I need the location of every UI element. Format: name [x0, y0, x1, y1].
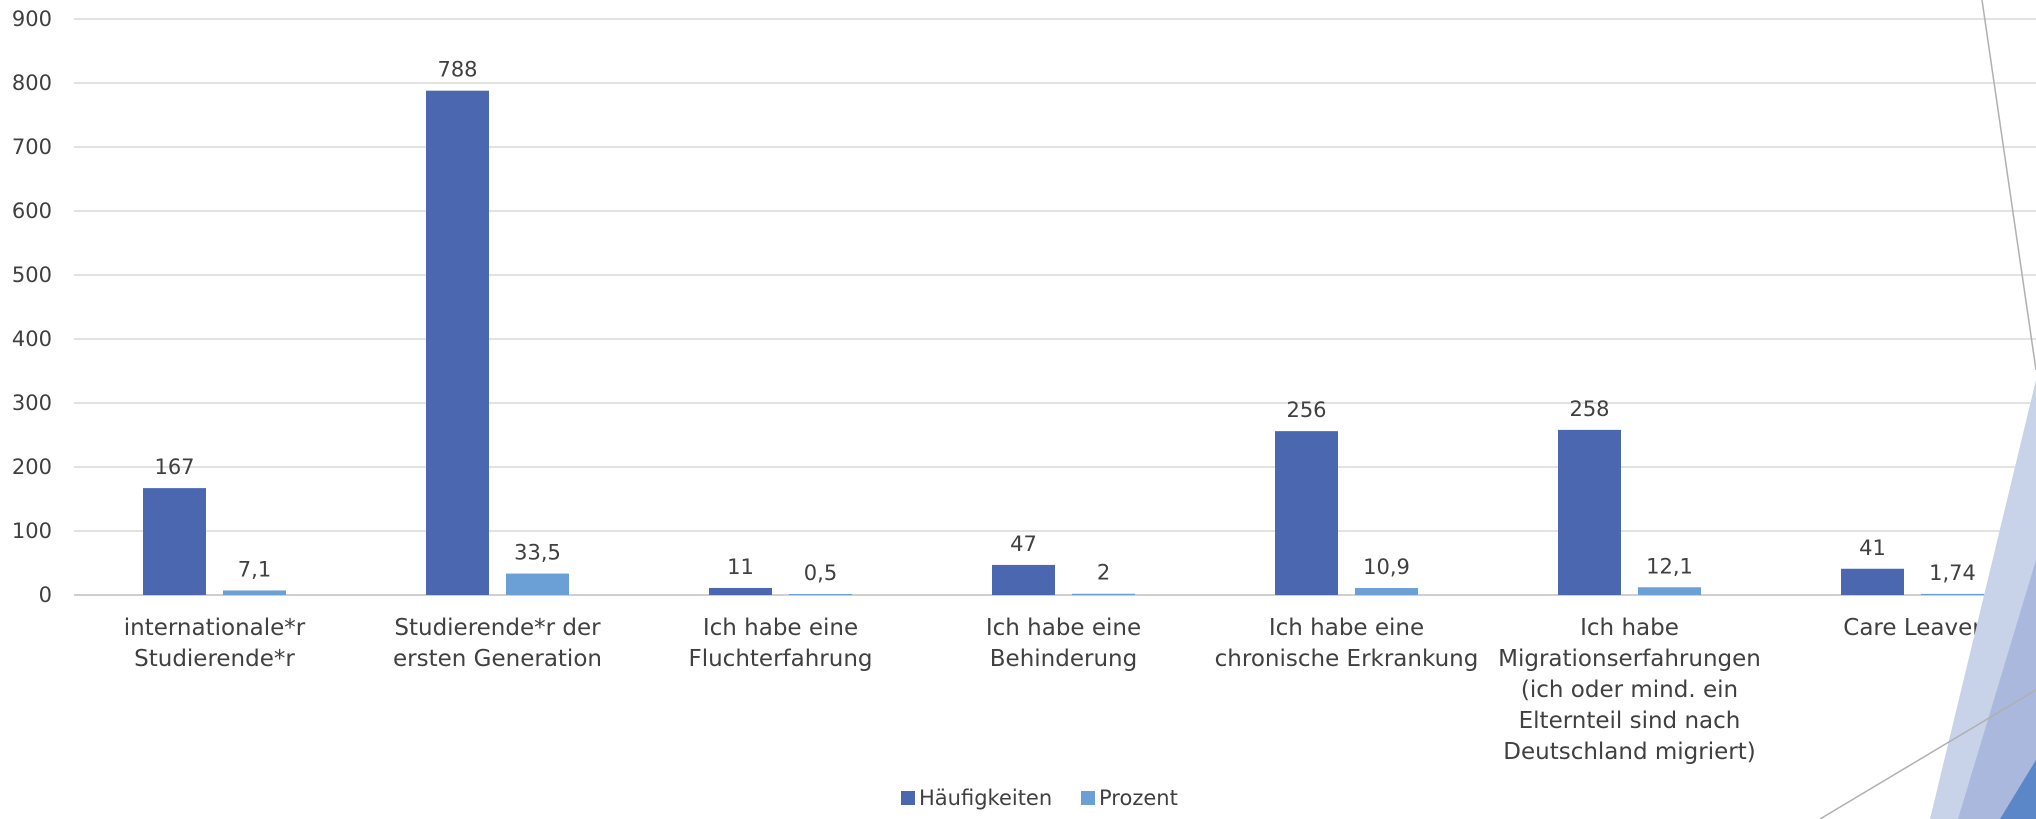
bar-prozent — [1921, 593, 1984, 595]
category-label: Ich habe eine — [1269, 615, 1424, 641]
y-tick-label: 200 — [12, 455, 52, 479]
slide-decoration — [1819, 0, 2036, 819]
bar-haeufigkeiten — [1275, 431, 1338, 595]
bar-prozent — [223, 590, 286, 595]
decor-line — [1981, 0, 2036, 371]
bar-haeufigkeiten — [426, 90, 489, 596]
bar-prozent — [1638, 587, 1701, 595]
data-label: 7,1 — [238, 557, 271, 581]
category-label: Ich habe eine — [703, 615, 858, 641]
bar-prozent — [1072, 593, 1135, 595]
decor-triangle-mid — [1958, 560, 2036, 819]
category-label: chronische Erkrankung — [1215, 646, 1479, 672]
category-label: Elternteil sind nach — [1519, 708, 1741, 734]
decor-triangle-dark — [2000, 760, 2036, 819]
category-label: Behinderung — [990, 646, 1137, 672]
y-tick-label: 0 — [39, 583, 52, 607]
category-label: Deutschland migriert) — [1503, 739, 1755, 765]
data-label: 47 — [1010, 532, 1037, 556]
data-label: 788 — [437, 58, 477, 82]
y-tick-label: 900 — [12, 7, 52, 31]
y-tick-label: 400 — [12, 327, 52, 351]
y-tick-label: 300 — [12, 391, 52, 415]
y-tick-label: 600 — [12, 199, 52, 223]
y-tick-label: 800 — [12, 71, 52, 95]
data-label: 2 — [1097, 561, 1110, 585]
y-axis: 0 100 200 300 400 500 600 700 800 900 — [12, 7, 52, 607]
legend-swatch — [1081, 791, 1095, 805]
data-label: 167 — [154, 455, 194, 479]
decor-line — [1819, 689, 2036, 819]
data-label: 0,5 — [804, 561, 837, 585]
data-label: 33,5 — [514, 541, 561, 565]
data-label: 258 — [1569, 397, 1609, 421]
category-label: Fluchterfahrung — [688, 646, 872, 672]
legend-label: Häufigkeiten — [919, 786, 1052, 810]
x-axis: internationale*r Studierende*r Studierende… — [124, 615, 1983, 765]
data-label: 1,74 — [1929, 561, 1976, 585]
category-label: Migrationserfahrungen — [1498, 646, 1761, 672]
legend: Häufigkeiten Prozent — [901, 786, 1178, 810]
gridlines — [74, 18, 2036, 596]
data-label: 41 — [1859, 536, 1886, 560]
y-tick-label: 100 — [12, 519, 52, 543]
category-label: Studierende*r — [134, 646, 295, 672]
legend-label: Prozent — [1099, 786, 1178, 810]
category-label: Ich habe — [1580, 615, 1679, 641]
category-label: ersten Generation — [393, 646, 602, 672]
bar-haeufigkeiten — [709, 587, 772, 595]
y-tick-label: 700 — [12, 135, 52, 159]
data-label: 256 — [1286, 398, 1326, 422]
bar-haeufigkeiten — [992, 564, 1055, 595]
data-label: 10,9 — [1363, 555, 1410, 579]
bars: 167 7,1 788 33,5 11 0,5 47 2 256 10,9 258 12,1 41 1,7… — [143, 58, 1984, 596]
category-label: Care Leaver — [1843, 615, 1982, 641]
bar-haeufigkeiten — [1841, 568, 1904, 595]
category-label: Ich habe eine — [986, 615, 1141, 641]
bar-haeufigkeiten — [143, 488, 206, 595]
category-label: internationale*r — [124, 615, 306, 641]
data-label: 11 — [727, 555, 754, 579]
legend-swatch — [901, 791, 915, 805]
y-tick-label: 500 — [12, 263, 52, 287]
category-label: Studierende*r der — [394, 615, 601, 641]
bar-haeufigkeiten — [1558, 429, 1621, 595]
bar-prozent — [789, 594, 852, 595]
data-label: 12,1 — [1646, 554, 1693, 578]
bar-prozent — [506, 573, 569, 595]
category-label: (ich oder mind. ein — [1521, 677, 1738, 703]
bar-prozent — [1355, 588, 1418, 595]
